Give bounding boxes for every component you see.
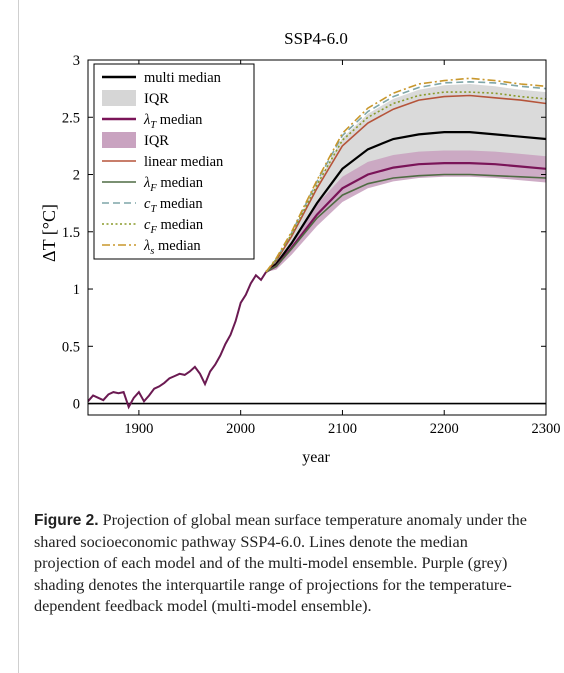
legend-label-iqr-multi: IQR (144, 91, 169, 107)
caption-text: Projection of global mean surface temper… (34, 511, 527, 615)
x-tick-label: 1900 (124, 421, 153, 437)
y-tick-label: 2.5 (62, 110, 80, 126)
y-axis-label-text: ΔT [°C] (39, 204, 59, 262)
y-axis-label: ΔT [°C] (39, 204, 59, 262)
legend-label-lambda-s: λs median (143, 238, 201, 257)
x-tick-label: 2100 (328, 421, 357, 437)
caption-label: Figure 2. (34, 512, 99, 529)
chart-title: SSP4-6.0 (284, 29, 348, 48)
series-line-linear-median (265, 94, 546, 273)
y-tick-label: 1 (73, 282, 80, 298)
legend-label-iqr-lambda-t: IQR (144, 133, 169, 149)
legend-label-lambda-t: λT median (143, 112, 203, 131)
legend-label-c-f: cF median (144, 217, 204, 236)
legend-swatch-iqr-multi (102, 90, 136, 106)
legend-label-linear: linear median (144, 154, 224, 170)
x-axis-label: year (302, 449, 330, 466)
figure-panel (18, 0, 564, 673)
temperature-chart: SSP4-6.0 1900 2000 2100 2200 2300 0 0.5 1 1.5 2 2.… (39, 29, 561, 466)
legend: multi median IQR λT median IQR linear median… (93, 63, 255, 260)
y-tick-label: 0 (73, 397, 80, 413)
legend-swatch-iqr-lambda-t (102, 132, 136, 148)
historical-line (88, 271, 267, 410)
series-line-c-f-median (265, 91, 546, 273)
series-line-lambda-f-median (265, 173, 546, 273)
plot-area (88, 77, 546, 410)
iqr-band-multi (266, 84, 546, 272)
axes-frame (87, 59, 547, 416)
iqr-band-lambda-t (266, 150, 546, 272)
x-tick-label: 2200 (430, 421, 459, 437)
x-tick-label: 2300 (532, 421, 561, 437)
axes: 1900 2000 2100 2200 2300 0 0.5 1 1.5 2 2.5 3 (62, 53, 561, 437)
legend-label-multi: multi median (144, 70, 222, 86)
series-line-multi-median (265, 131, 546, 273)
y-tick-label: 3 (73, 53, 80, 69)
legend-label-c-t: cT median (144, 196, 203, 215)
y-tick-label: 1.5 (62, 225, 80, 241)
y-tick-label: 2 (73, 168, 80, 184)
legend-label-lambda-f: λF median (143, 175, 204, 194)
y-tick-label: 0.5 (62, 339, 80, 355)
series-line-lambda-s-median (265, 77, 546, 273)
figure-caption: Figure 2. Projection of global mean surf… (34, 510, 534, 618)
x-tick-label: 2000 (226, 421, 255, 437)
